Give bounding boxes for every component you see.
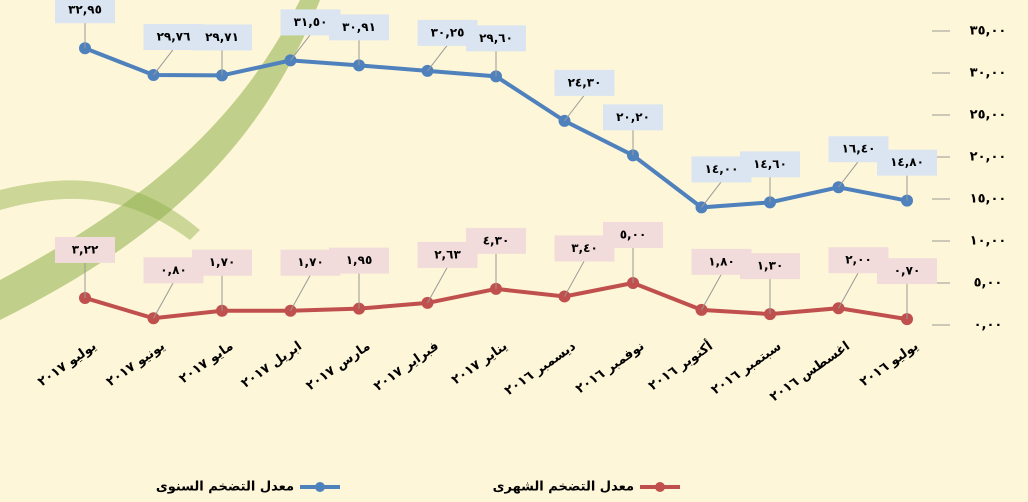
leader-line [701, 181, 722, 208]
data-label: ٢٠,٢٠ [616, 110, 650, 124]
y-tick-label: ١٥,٠٠ [970, 192, 1007, 207]
data-label: ٣,٢٢ [72, 242, 99, 256]
label-box [877, 258, 937, 285]
label-box [877, 149, 937, 176]
data-label: ١,٣٠ [757, 259, 784, 273]
x-tick-label: فبراير ٢٠١٧ [371, 339, 442, 395]
data-label: ٣,٤٠ [571, 241, 598, 255]
leader-line [564, 260, 585, 297]
label-box [55, 236, 115, 263]
data-label: ١,٧٠ [209, 255, 236, 269]
data-label: ٢,٦٣ [434, 247, 461, 261]
label-box [603, 222, 663, 248]
data-label: ٢٤,٣٠ [568, 75, 602, 89]
label-box [55, 0, 115, 24]
leader-line [290, 274, 311, 311]
data-label: ٣٠,٢٥ [431, 25, 465, 39]
decoration [0, 180, 200, 240]
label-box [554, 69, 615, 96]
data-label: ١٤,٨٠ [890, 155, 924, 169]
x-tick-label: يوليو ٢٠١٧ [35, 339, 99, 390]
data-label: ٢,٠٠ [845, 253, 872, 267]
data-label: ١,٩٥ [346, 253, 373, 267]
leader-line [701, 273, 722, 311]
data-label: ٣٠,٩١ [342, 20, 376, 34]
data-label: ٠,٧٠ [894, 264, 921, 278]
label-box [466, 227, 526, 254]
leader-line [427, 266, 448, 304]
leader-line [153, 282, 174, 319]
x-tick-label: ديسمبر ٢٠١٦ [502, 339, 579, 399]
y-tick-label: ٣٠,٠٠ [970, 66, 1007, 81]
y-tick-label: ٢٠,٠٠ [970, 150, 1007, 165]
leader-line [290, 34, 311, 61]
legend-label: معدل التضخم السنوى [156, 480, 294, 495]
legend-swatch [315, 482, 325, 492]
y-tick-label: ٥,٠٠ [974, 276, 1003, 291]
label-box [603, 104, 663, 131]
x-tick-label: يناير ٢٠١٧ [449, 339, 510, 388]
label-box [192, 249, 252, 276]
x-tick-label: يونيو ٢٠١٧ [104, 339, 168, 390]
data-label: ٠,٨٠ [160, 263, 187, 277]
legend-label: معدل التضخم الشهرى [493, 480, 634, 495]
data-label: ٢٩,٦٠ [479, 31, 513, 45]
data-label: ٢٩,٧١ [205, 30, 239, 44]
data-label: ٥,٠٠ [620, 228, 647, 242]
data-label: ١٤,٠٠ [705, 162, 739, 176]
leader-line [153, 48, 174, 76]
x-tick-label: نوفمبر ٢٠١٦ [573, 339, 647, 397]
label-box [192, 24, 252, 51]
label-box [329, 247, 389, 274]
x-tick-label: أكتوبر ٢٠١٦ [645, 337, 716, 394]
y-tick-label: ٠,٠٠ [974, 318, 1003, 333]
legend-swatch [655, 482, 665, 492]
y-tick-label: ٢٥,٠٠ [970, 108, 1007, 123]
data-label: ٢٩,٧٦ [157, 30, 191, 44]
x-tick-label: ابريل ٢٠١٧ [239, 339, 305, 392]
x-tick-label: يوليو ٢٠١٦ [857, 339, 921, 390]
leader-line [838, 271, 859, 309]
data-label: ٣١,٥٠ [294, 15, 328, 29]
y-tick-label: ٣٥,٠٠ [970, 24, 1007, 39]
data-label: ١,٧٠ [297, 255, 324, 269]
label-box [466, 25, 526, 52]
data-label: ١٦,٤٠ [842, 142, 876, 156]
data-label: ١٤,٦٠ [753, 157, 787, 171]
label-box [740, 253, 800, 280]
data-label: ١,٨٠ [708, 254, 735, 268]
leader-line [838, 160, 859, 188]
leader-line [564, 94, 585, 122]
leader-line [427, 44, 448, 72]
data-label: ٣٢,٩٥ [68, 3, 102, 17]
x-tick-label: مارس ٢٠١٧ [304, 339, 374, 394]
data-label: ٤,٣٠ [483, 233, 510, 247]
x-tick-label: مايو ٢٠١٧ [177, 339, 237, 387]
y-tick-label: ١٠,٠٠ [970, 234, 1007, 249]
label-box [740, 151, 800, 178]
label-box [329, 14, 389, 41]
